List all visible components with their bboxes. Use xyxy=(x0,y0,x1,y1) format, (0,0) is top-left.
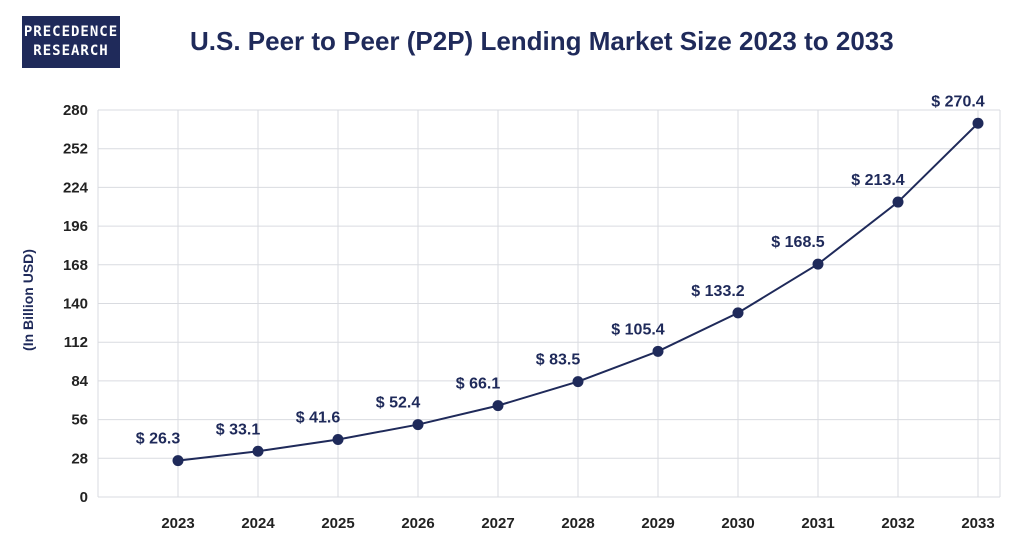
data-label: $ 133.2 xyxy=(691,283,744,300)
y-tick-labels: 0 28 56 84 112 140 168 196 224 252 280 xyxy=(63,102,89,506)
y-tick-label: 196 xyxy=(63,218,88,235)
data-label: $ 33.1 xyxy=(216,421,261,438)
y-tick-label: 112 xyxy=(64,334,88,351)
y-tick-label: 28 xyxy=(71,450,88,467)
y-tick-label: 84 xyxy=(71,373,88,390)
data-label: $ 66.1 xyxy=(456,376,501,393)
x-tick-label: 2028 xyxy=(561,515,594,532)
data-point xyxy=(492,400,504,412)
y-tick-label: 56 xyxy=(71,412,88,429)
x-tick-labels: 2023 2024 2025 2026 2027 2028 2029 2030 2031 2032… xyxy=(161,515,994,532)
data-point xyxy=(172,455,184,467)
data-point xyxy=(572,376,584,388)
y-tick-label: 168 xyxy=(63,257,88,274)
x-tick-label: 2027 xyxy=(481,515,514,532)
x-tick-label: 2024 xyxy=(241,515,275,532)
data-point xyxy=(732,307,744,319)
data-point xyxy=(812,258,824,270)
y-tick-label: 224 xyxy=(63,179,89,196)
data-label: $ 168.5 xyxy=(771,234,824,251)
y-tick-label: 252 xyxy=(63,141,88,158)
y-tick-label: 0 xyxy=(80,489,88,506)
data-label: $ 52.4 xyxy=(376,395,421,412)
x-tick-label: 2031 xyxy=(801,515,834,532)
data-label: $ 26.3 xyxy=(136,431,181,448)
data-labels: $ 26.3 $ 33.1 $ 41.6 $ 52.4 $ 66.1 $ 83.5 $ 10… xyxy=(136,93,985,447)
x-tick-label: 2033 xyxy=(961,515,994,532)
y-tick-label: 140 xyxy=(63,296,88,313)
chart-title: U.S. Peer to Peer (P2P) Lending Market S… xyxy=(190,26,894,56)
data-point xyxy=(972,117,984,129)
data-point xyxy=(412,419,424,431)
x-tick-label: 2026 xyxy=(401,515,434,532)
data-point xyxy=(652,345,664,357)
logo-line-2: RESEARCH xyxy=(33,43,109,59)
x-tick-label: 2032 xyxy=(881,515,914,532)
data-points xyxy=(172,117,984,467)
grid-lines xyxy=(97,109,1001,498)
x-tick-label: 2029 xyxy=(641,515,674,532)
logo-line-1: PRECEDENCE xyxy=(23,24,119,40)
data-label: $ 270.4 xyxy=(931,93,984,110)
data-point xyxy=(892,196,904,208)
data-label: $ 105.4 xyxy=(611,321,664,338)
y-tick-label: 280 xyxy=(63,102,88,119)
x-tick-label: 2030 xyxy=(721,515,754,532)
data-label: $ 213.4 xyxy=(851,172,904,189)
data-point xyxy=(332,434,344,446)
data-label: $ 83.5 xyxy=(536,352,581,369)
x-tick-label: 2023 xyxy=(161,515,194,532)
brand-logo: PRECEDENCE RESEARCH xyxy=(22,16,120,68)
x-tick-label: 2025 xyxy=(321,515,354,532)
data-point xyxy=(252,445,264,457)
data-label: $ 41.6 xyxy=(296,410,341,427)
